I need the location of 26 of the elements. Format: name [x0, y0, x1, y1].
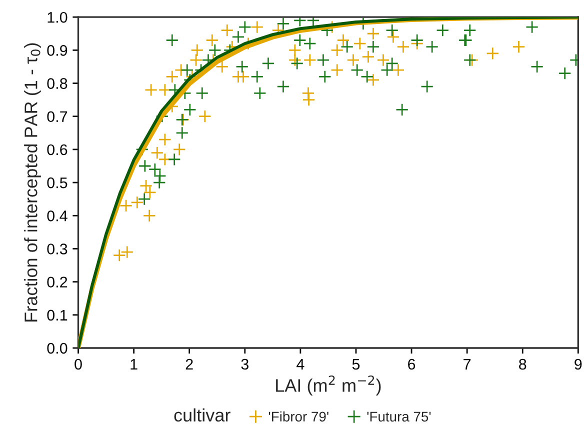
x-tick-label: 4	[296, 358, 304, 370]
legend-title: cultivar	[174, 408, 230, 422]
y-tick-label: 0.8	[47, 78, 68, 89]
x-axis-title: LAI (m$^{2}$ m$^{−2}$)	[276, 375, 381, 396]
y-axis-title: Fraction of intercepted PAR (1 - τ$_{0}$)	[24, 43, 41, 322]
y-tick-label: 0.3	[47, 244, 68, 254]
y-tick-label: 0.6	[47, 144, 68, 156]
y-tick-label: 0.2	[47, 276, 68, 288]
x-tick-label: 8	[519, 358, 526, 370]
x-tick-label: 9	[574, 358, 582, 370]
y-tick-label: 0.0	[47, 342, 68, 354]
legend-label: 'Futura 75'	[367, 412, 431, 422]
x-tick-label: 3	[241, 358, 248, 370]
y-tick-label: 0.1	[47, 310, 68, 321]
legend-label: 'Fibror 79'	[268, 411, 328, 422]
x-tick-label: 5	[352, 358, 360, 370]
y-tick-label: 0.4	[47, 210, 68, 222]
y-tick-label: 0.9	[47, 45, 68, 56]
x-tick-label: 7	[464, 358, 471, 370]
y-tick-label: 0.7	[47, 111, 68, 122]
x-tick-label: 6	[408, 358, 416, 370]
x-tick-label: 0	[74, 358, 82, 370]
y-tick-label: 1.0	[48, 12, 68, 23]
x-tick-label: 2	[186, 358, 193, 370]
y-tick-label: 0.5	[47, 177, 68, 188]
x-tick-label: 1	[130, 358, 138, 370]
